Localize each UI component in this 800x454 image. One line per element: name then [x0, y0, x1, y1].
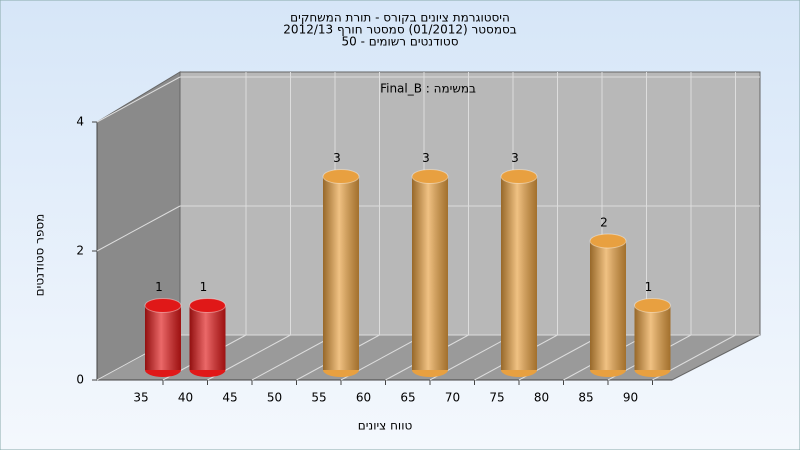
x-tick-label: 65: [400, 391, 415, 405]
data-label: 2: [600, 216, 608, 230]
x-tick-label: 55: [311, 391, 326, 405]
bar-top: [144, 298, 182, 313]
bar-top: [189, 298, 226, 313]
x-tick-label: 80: [534, 391, 549, 405]
bar-shade: [634, 305, 671, 370]
title-line: בסמסטר (01/2012) סמסטר חורף 2012/13: [283, 23, 516, 37]
grid-line: [96, 205, 181, 252]
data-label: 3: [422, 151, 430, 165]
bar-shade: [590, 241, 626, 370]
bar: [589, 233, 627, 377]
bar-shade: [145, 305, 181, 370]
bar-top: [634, 298, 671, 313]
y-tick-label: 0: [76, 373, 84, 387]
x-tick-label: 50: [267, 391, 282, 405]
x-tick-label: 35: [133, 391, 148, 405]
x-tick-label: 60: [356, 391, 371, 405]
title-line: היסטוגרמת ציונים בקורס - תורת המשחקים: [290, 11, 510, 25]
bar-shade: [323, 176, 359, 370]
bar-top: [322, 169, 360, 184]
grid-line: [96, 76, 181, 123]
title: היסטוגרמת ציונים בקורס - תורת המשחקיםבסמ…: [283, 11, 516, 49]
x-tick-label: 90: [623, 391, 638, 405]
bar-top: [589, 233, 627, 249]
y-axis-label: מספר סטודנטים: [33, 214, 47, 297]
back-wall: [179, 71, 761, 336]
bar-shade: [189, 305, 226, 370]
y-tick-label: 4: [76, 115, 84, 129]
data-label: 1: [200, 280, 208, 294]
grid-line: [251, 334, 336, 381]
bar: [322, 169, 360, 377]
bar: [634, 298, 671, 377]
x-tick-label: 70: [445, 391, 460, 405]
data-label: 1: [155, 280, 163, 294]
bar-shade: [501, 176, 537, 370]
bar-shade: [412, 176, 448, 370]
bar: [144, 298, 182, 377]
annotation: Final_B : במשימה: [380, 82, 476, 96]
data-label: 3: [333, 151, 341, 165]
x-tick-label: 40: [178, 391, 193, 405]
bar: [500, 169, 538, 377]
bar-top: [411, 169, 449, 184]
data-label: 3: [511, 151, 519, 165]
bar: [411, 169, 449, 377]
bar: [189, 298, 226, 377]
data-label: 1: [645, 280, 653, 294]
x-tick-label: 75: [489, 391, 504, 405]
x-tick-label: 45: [222, 391, 237, 405]
bar-top: [500, 169, 538, 184]
x-axis-label: טווח ציונים: [358, 419, 413, 433]
y-tick-label: 2: [76, 244, 84, 258]
x-tick-label: 85: [578, 391, 593, 405]
title-line: סטודנטים רשומים - 50: [341, 35, 458, 49]
